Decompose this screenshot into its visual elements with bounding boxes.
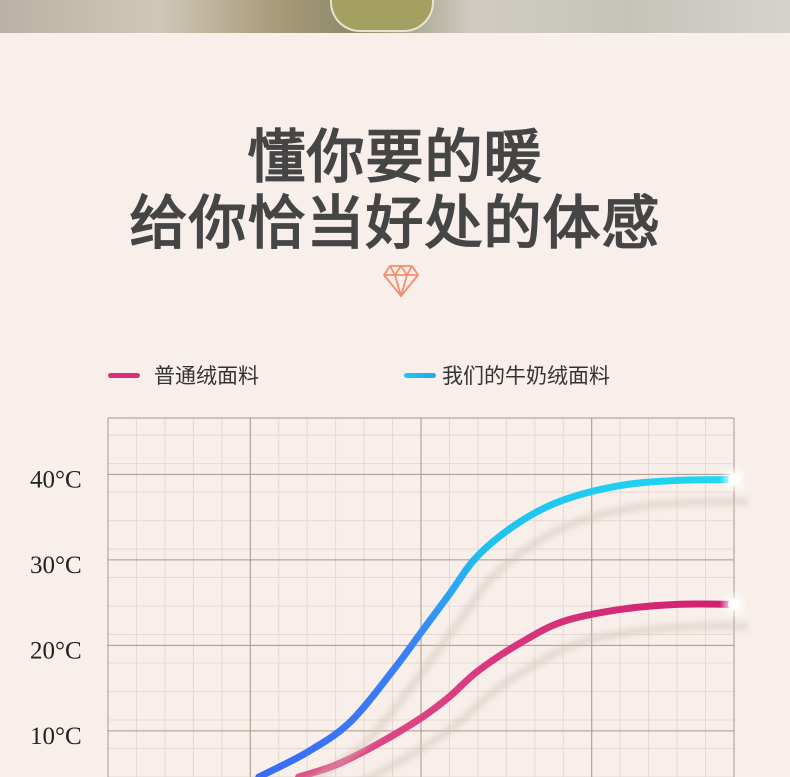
y-tick-label: 40°C [30, 466, 82, 493]
y-tick-label: 20°C [30, 637, 82, 664]
y-tick-label: 30°C [30, 552, 82, 579]
headline-line-2: 给你恰当好处的体感 [129, 189, 661, 257]
legend-item-regular: 普通绒面料 [108, 360, 259, 390]
legend-label-regular: 普通绒面料 [154, 364, 259, 388]
endpoint-marker [728, 473, 740, 486]
legend-label-milk-velvet: 我们的牛奶绒面料 [442, 364, 610, 388]
series-line-milk-velvet [255, 476, 738, 777]
product-photo-strip [0, 0, 790, 33]
legend-item-milk-velvet: 我们的牛奶绒面料 [404, 360, 610, 390]
diamond-icon [383, 265, 419, 297]
series-line-regular-shadow [362, 621, 749, 777]
legend-swatch-milk-velvet [404, 372, 436, 378]
y-tick-label: 10°C [30, 723, 82, 750]
series-line-milk-velvet-shadow [307, 497, 749, 777]
endpoint-marker [728, 598, 740, 611]
series-line-regular [295, 600, 738, 777]
product-photo-detail [330, 0, 434, 32]
legend-swatch-regular [108, 372, 140, 378]
headline-line-1: 懂你要的暖 [247, 123, 543, 191]
